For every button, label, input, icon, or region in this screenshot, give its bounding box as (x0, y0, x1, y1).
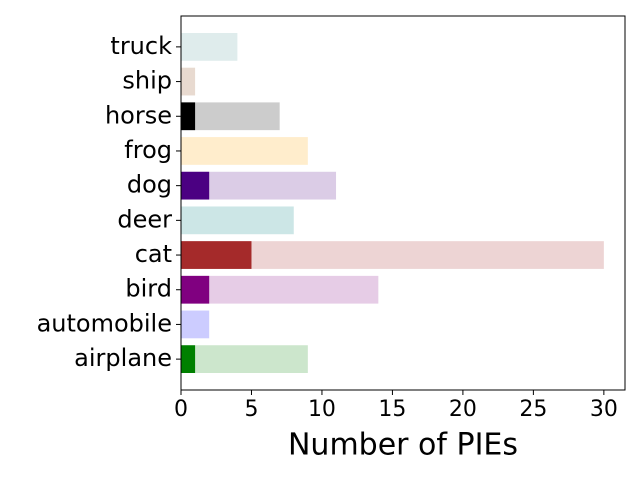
x-tick-label: 15 (378, 397, 406, 422)
y-tick-label: dog (127, 171, 172, 199)
bar (181, 275, 379, 304)
x-axis-label: Number of PIEs (288, 428, 518, 463)
bar (181, 345, 308, 373)
bar (181, 345, 196, 373)
y-tick-label: bird (125, 275, 172, 303)
bar (181, 310, 210, 339)
y-tick-label: deer (117, 205, 172, 233)
bar (181, 33, 238, 61)
x-tick-label: 30 (590, 397, 618, 422)
bar (181, 137, 308, 165)
bar (181, 102, 196, 131)
y-tick-label: frog (124, 136, 172, 164)
y-tick-label: cat (135, 240, 172, 268)
bar (181, 275, 210, 304)
bar (181, 171, 210, 200)
x-tick-label: 10 (308, 397, 336, 422)
y-tick-label: airplane (74, 344, 172, 372)
plot-frame (180, 15, 626, 391)
bar (181, 241, 252, 269)
x-tick-label: 5 (244, 397, 258, 422)
x-tick-label: 20 (449, 397, 477, 422)
y-tick-label: truck (110, 32, 172, 60)
bar (181, 206, 294, 235)
y-tick-label: automobile (37, 309, 172, 337)
bar (181, 67, 196, 96)
x-tick-label: 25 (519, 397, 547, 422)
y-tick-label: horse (105, 101, 172, 129)
y-tick-label: ship (122, 67, 172, 95)
x-tick-label: 0 (174, 397, 188, 422)
bar (181, 102, 280, 131)
